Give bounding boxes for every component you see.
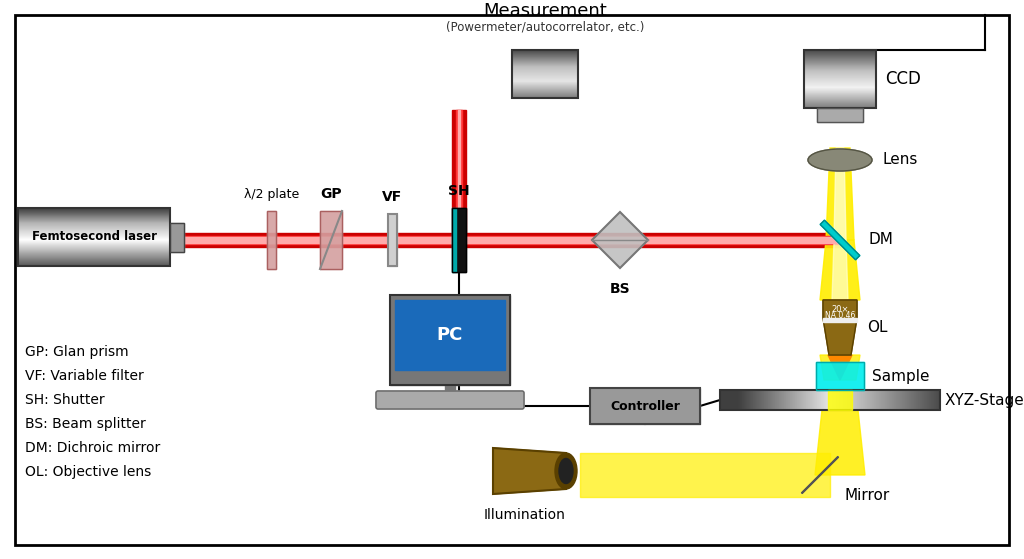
Text: SH: SH (449, 184, 470, 198)
Text: Lens: Lens (882, 153, 918, 168)
Bar (823, 318, 857, 322)
Text: Controller: Controller (610, 400, 680, 413)
Bar (388, 214, 397, 266)
Bar (170, 222, 184, 252)
Text: OL: Objective lens: OL: Objective lens (25, 465, 152, 479)
Ellipse shape (808, 149, 872, 171)
Bar (390, 295, 510, 385)
Bar (170, 222, 184, 252)
Bar (445, 385, 455, 393)
Ellipse shape (555, 453, 577, 489)
Bar (390, 295, 510, 385)
Polygon shape (580, 453, 830, 497)
Bar (170, 237, 840, 243)
Bar (512, 50, 578, 98)
Bar (388, 214, 397, 266)
Text: 20×: 20× (831, 306, 849, 315)
Polygon shape (820, 355, 860, 380)
Bar (452, 208, 466, 272)
Polygon shape (831, 240, 848, 300)
Text: CCD: CCD (885, 70, 921, 88)
Bar (804, 50, 876, 108)
Polygon shape (493, 448, 566, 494)
Bar (319, 211, 342, 269)
Bar (267, 211, 276, 269)
Bar (720, 390, 940, 410)
Bar (18, 208, 170, 266)
Polygon shape (820, 240, 860, 300)
Text: Femtosecond laser: Femtosecond laser (32, 230, 157, 244)
Bar (452, 208, 466, 272)
Bar (170, 236, 840, 244)
Polygon shape (828, 355, 852, 380)
Text: Measurement: Measurement (483, 2, 607, 20)
Polygon shape (826, 148, 854, 240)
Polygon shape (802, 457, 839, 494)
Text: VF: VF (382, 190, 402, 204)
Ellipse shape (559, 458, 573, 484)
Text: VF: Variable filter: VF: Variable filter (25, 369, 143, 383)
Bar (590, 388, 700, 424)
Polygon shape (592, 212, 648, 268)
Bar (267, 211, 276, 269)
Polygon shape (823, 300, 857, 355)
Bar (395, 300, 505, 370)
Text: Sample: Sample (872, 368, 930, 383)
Text: GP: GP (321, 187, 342, 201)
Bar (456, 110, 462, 240)
Bar (817, 108, 863, 122)
Bar (817, 108, 863, 122)
Text: BS: BS (609, 282, 631, 296)
Text: Illumination: Illumination (484, 508, 566, 522)
FancyBboxPatch shape (376, 391, 524, 409)
Text: OL: OL (867, 320, 888, 335)
Polygon shape (820, 220, 860, 260)
Text: XYZ-Stage: XYZ-Stage (945, 392, 1024, 408)
Text: λ/2 plate: λ/2 plate (244, 188, 299, 201)
Bar (458, 110, 460, 240)
Bar (452, 208, 456, 272)
Text: GP: Glan prism: GP: Glan prism (25, 345, 129, 359)
Bar (816, 362, 864, 390)
Bar (319, 211, 342, 269)
Bar (816, 362, 864, 390)
Bar (828, 390, 852, 410)
Text: DM: DM (868, 233, 893, 248)
Polygon shape (815, 410, 865, 475)
Bar (170, 233, 840, 247)
Text: SH: Shutter: SH: Shutter (25, 393, 104, 407)
Text: NA 0.46: NA 0.46 (824, 310, 855, 320)
Text: BS: Beam splitter: BS: Beam splitter (25, 417, 145, 431)
Text: PC: PC (437, 326, 463, 344)
Text: (Powermeter/autocorrelator, etc.): (Powermeter/autocorrelator, etc.) (445, 21, 644, 34)
Bar (452, 110, 466, 240)
Bar (590, 388, 700, 424)
Text: DM: Dichroic mirror: DM: Dichroic mirror (25, 441, 160, 455)
Text: Mirror: Mirror (845, 487, 890, 503)
Polygon shape (834, 148, 846, 240)
